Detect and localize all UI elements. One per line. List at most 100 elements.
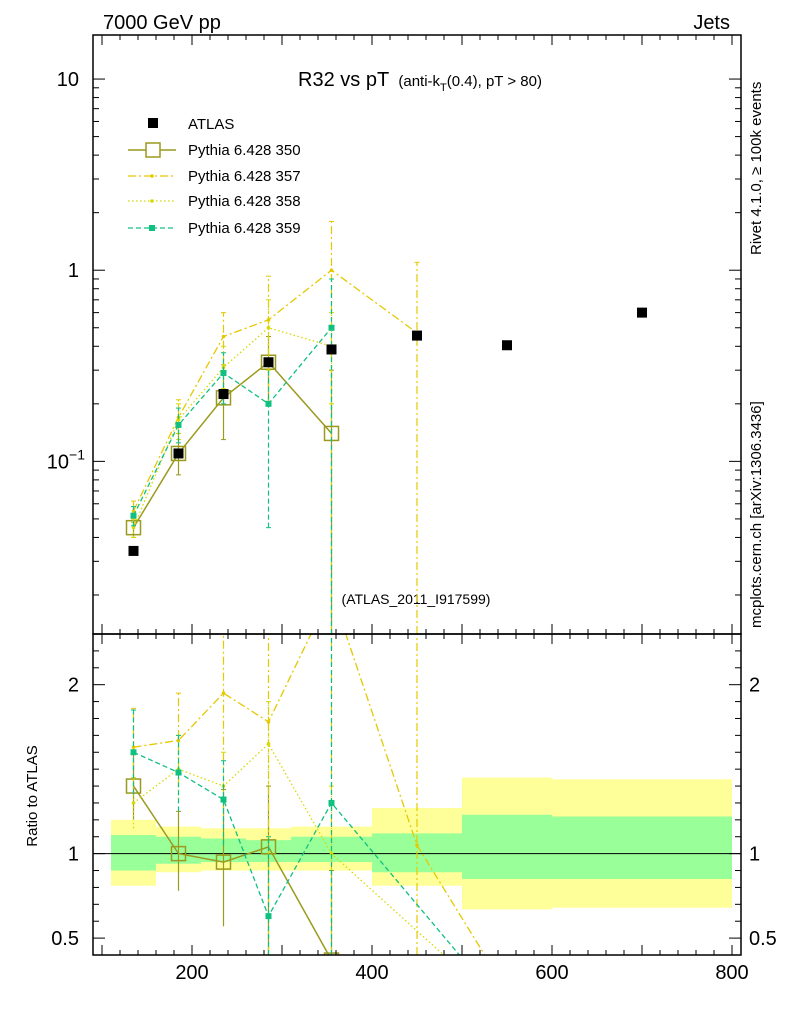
series-data-point-0 (128, 545, 139, 556)
series-data-main (128, 307, 647, 556)
ratio-y-tick-label-right-2: 2 (749, 675, 760, 697)
series-p358-ratio-point-3 (266, 742, 271, 746)
series-data-point-5 (412, 330, 422, 341)
series-p358-point-0 (131, 525, 136, 530)
series-p359-ratio-point-1 (175, 769, 182, 776)
band-inner-6 (462, 814, 552, 879)
series-p358-point-3 (266, 325, 271, 330)
series-data-point-1 (173, 448, 184, 459)
legend-item-p359: Pythia 6.428 359 (128, 220, 301, 237)
series-p357-main (131, 220, 420, 634)
legend-label-atlas: ATLAS (188, 116, 234, 133)
x-tick-label-200: 200 (175, 962, 208, 984)
legend-label-p358: Pythia 6.428 358 (188, 193, 301, 210)
ratio-panel-series (125, 634, 486, 955)
header-right-label: Jets (693, 12, 730, 34)
series-p358-ratio-point-0 (131, 801, 136, 805)
series-p350-point-1 (170, 445, 187, 462)
series-p358-line (132, 327, 332, 528)
series-p359-ratio-point-3 (265, 913, 272, 920)
ratio-y-tick-label-left-1: 1 (68, 844, 79, 866)
series-p359-point-1 (175, 421, 182, 428)
legend-marker-p358 (150, 199, 154, 203)
series-p357-ratio (131, 634, 486, 955)
series-p357-point-3 (266, 318, 271, 322)
legend-item-p350: Pythia 6.428 350 (128, 142, 301, 159)
side-label-top: Rivet 4.1.0, ≥ 100k events (748, 82, 765, 255)
series-p357-ratio-point-2 (221, 691, 226, 695)
series-p359-line (132, 327, 333, 516)
series-p359-main (130, 278, 335, 634)
series-p350-line (132, 361, 333, 529)
chart-title-sub-b: (0.4), pT > 80) (447, 73, 542, 90)
series-p359-ratio-point-4 (328, 799, 335, 806)
series-p357-ratio-line (133, 634, 486, 955)
series-p357-line (132, 269, 418, 512)
legend: ATLAS Pythia 6.428 350 Pythia 6.428 357 … (128, 116, 301, 237)
legend-label-p357: Pythia 6.428 357 (188, 168, 301, 185)
series-p357-point-4 (329, 268, 334, 273)
series-data-point-4 (326, 344, 337, 355)
band-inner-7 (552, 816, 732, 879)
series-p357-point-2 (221, 334, 226, 339)
main-y-tick-label-base-0: 10 (47, 451, 69, 473)
chart-title-sub-t: T (440, 82, 447, 94)
main-y-tick-label-2: 10 (57, 69, 79, 91)
ratio-y-label: Ratio to ATLAS (24, 745, 41, 846)
series-p359-point-2 (220, 369, 227, 376)
legend-item-p358: Pythia 6.428 358 (128, 193, 301, 210)
series-p359-ratio-point-2 (220, 796, 227, 803)
legend-item-p357: Pythia 6.428 357 (128, 168, 301, 185)
series-p357-point-0 (131, 509, 136, 513)
ratio-panel-frame (92, 633, 742, 956)
header-left-label: 7000 GeV pp (103, 12, 221, 34)
series-data-point-2 (218, 389, 229, 400)
series-p357-ratio-point-1 (176, 738, 181, 743)
series-data-point-7 (637, 307, 647, 318)
series-data-point-6 (502, 340, 512, 351)
chart-title-sub-a: (anti-k (398, 73, 440, 90)
x-tick-label-800: 800 (715, 962, 748, 984)
side-label-bottom: mcplots.cern.ch [arXiv:1306.3436] (748, 401, 765, 628)
legend-marker-p359 (149, 225, 155, 231)
series-p359-ratio (130, 634, 461, 955)
series-p359-ratio-line (133, 751, 461, 955)
chart-title-main: R32 vs pT (298, 69, 389, 91)
series-data-point-3 (263, 357, 274, 368)
legend-label-p359: Pythia 6.428 359 (188, 220, 301, 237)
x-tick-label-400: 400 (355, 962, 388, 984)
series-p357-ratio-point-5 (415, 843, 419, 847)
series-p358-main (131, 299, 334, 538)
legend-marker-p357 (150, 174, 154, 178)
series-p359-point-4 (328, 324, 335, 331)
chart-title: R32 vs pT (anti-kT(0.4), pT > 80) (298, 69, 542, 94)
series-p357-ratio-point-0 (131, 745, 136, 749)
main-y-tick-label-1: 1 (68, 260, 79, 282)
band-inner-0 (111, 835, 156, 871)
series-p359-point-0 (130, 512, 137, 519)
series-p350-main (125, 336, 340, 634)
series-p350-ratio-line (132, 785, 330, 955)
main-y-tick-label-0: 10−1 (47, 446, 85, 473)
x-tick-label-600: 600 (535, 962, 568, 984)
ratio-y-tick-label-left-2: 2 (68, 675, 79, 697)
series-p358-ratio-point-4 (329, 851, 334, 856)
legend-marker-p350 (145, 142, 161, 158)
legend-item-atlas: ATLAS (148, 116, 234, 133)
series-p350-ratio-point-2 (215, 854, 232, 870)
main-y-tick-label-exp-0: −1 (69, 446, 85, 462)
analysis-id: (ATLAS_2011_I917599) (342, 591, 491, 607)
ratio-y-tick-label-left-0: 0.5 (51, 928, 79, 950)
series-p350-ratio-point-1 (170, 845, 187, 862)
series-p359-ratio-point-0 (130, 749, 137, 756)
legend-marker-atlas (148, 118, 158, 128)
main-panel-series (125, 220, 647, 634)
ratio-y-tick-label-right-0: 0.5 (749, 928, 777, 950)
ratio-y-tick-label-right-1: 1 (749, 844, 760, 866)
series-p358-point-1 (176, 417, 181, 422)
legend-label-p350: Pythia 6.428 350 (188, 142, 301, 159)
series-p359-point-3 (265, 400, 272, 407)
series-layer (125, 220, 647, 955)
